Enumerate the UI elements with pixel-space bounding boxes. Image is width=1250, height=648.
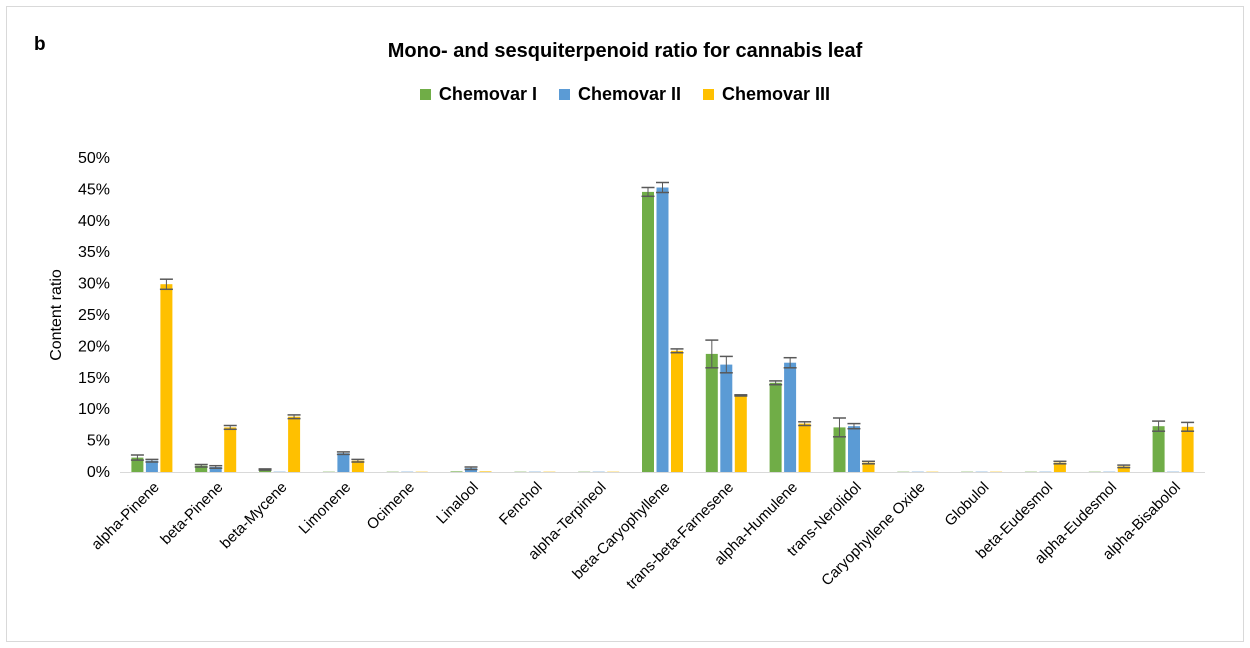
bar — [195, 465, 208, 472]
x-tick-label: beta-Mycene — [217, 479, 290, 552]
bar — [720, 364, 733, 472]
chart-legend: Chemovar I Chemovar II Chemovar III — [0, 84, 1250, 105]
bar — [656, 187, 669, 472]
legend-item-chemovar-ii: Chemovar II — [558, 84, 682, 105]
bar — [1152, 426, 1165, 472]
bar — [209, 467, 222, 472]
bar — [479, 471, 492, 472]
bar — [833, 427, 846, 472]
y-tick-label: 10% — [78, 401, 110, 418]
x-tick-label: Caryophyllene Oxide — [818, 479, 928, 589]
y-tick-label: 50% — [78, 150, 110, 167]
x-tick-label: alpha-Pinene — [88, 479, 163, 554]
bar — [131, 457, 144, 472]
bar — [351, 460, 364, 472]
y-tick-label: 0% — [87, 464, 110, 481]
x-tick-label: Ocimene — [364, 479, 418, 533]
bar — [224, 427, 237, 472]
y-tick-label: 45% — [78, 181, 110, 198]
bar — [642, 191, 654, 472]
panel-label: b — [34, 34, 46, 55]
bar — [705, 353, 718, 472]
y-tick-label: 15% — [78, 370, 110, 387]
y-tick-label: 5% — [87, 433, 110, 450]
bar — [862, 462, 875, 472]
x-tick-label: Globulol — [941, 479, 992, 530]
bar — [784, 362, 797, 472]
legend-swatch-chemovar-i — [419, 89, 431, 100]
figure-frame — [6, 6, 1244, 642]
x-tick-label: trans-beta-Farnesene — [623, 479, 737, 593]
legend-label-chemovar-i: Chemovar I — [438, 84, 537, 104]
legend-label-chemovar-ii: Chemovar II — [577, 84, 682, 104]
bar — [769, 382, 782, 472]
legend-swatch-chemovar-iii — [703, 89, 715, 100]
x-tick-label: Linalool — [433, 479, 482, 528]
bar — [848, 426, 860, 472]
legend-label-chemovar-iii: Chemovar III — [722, 84, 831, 104]
bar — [337, 453, 350, 472]
bar — [734, 395, 747, 472]
legend-item-chemovar-i: Chemovar I — [419, 84, 537, 105]
bar — [1053, 462, 1066, 472]
bar — [1117, 466, 1130, 472]
x-tick-label: Limonene — [296, 479, 355, 538]
bar — [450, 471, 463, 472]
legend-swatch-chemovar-ii — [558, 89, 570, 100]
x-tick-label: beta-Pinene — [157, 479, 226, 548]
bar — [798, 423, 811, 472]
y-tick-label: 30% — [78, 276, 110, 293]
legend-item-chemovar-iii: Chemovar III — [703, 84, 830, 105]
chart-title: Mono- and sesquiterpenoid ratio for cann… — [387, 40, 863, 62]
bar — [1181, 426, 1194, 472]
x-tick-label: Fenchol — [496, 479, 546, 529]
y-tick-label: 20% — [78, 338, 110, 355]
bar — [671, 350, 683, 472]
y-tick-label: 25% — [78, 307, 110, 324]
y-tick-label: 35% — [78, 244, 110, 261]
bar — [145, 460, 158, 472]
bar — [288, 416, 301, 472]
y-tick-label: 40% — [78, 213, 110, 230]
y-axis-title: Content ratio — [48, 269, 65, 361]
bar — [160, 284, 173, 472]
